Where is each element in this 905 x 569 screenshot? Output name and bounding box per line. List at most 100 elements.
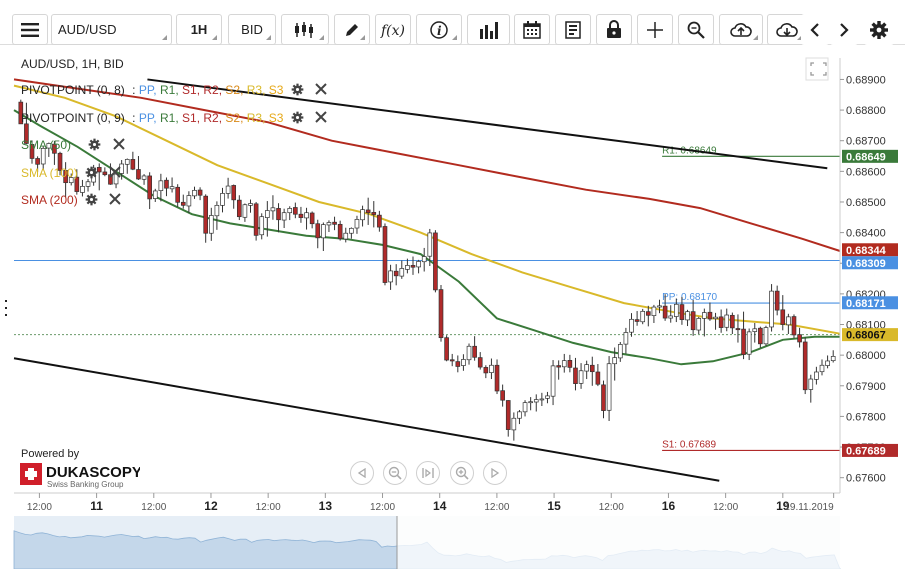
candle-body: [830, 356, 836, 362]
scroll-left-button[interactable]: [801, 14, 829, 45]
legend-pivot-2: PIVOTPOINT (0, 9) : PP, R1, S1, R2, S2, …: [21, 111, 327, 125]
pivot-2-settings-gear-icon[interactable]: [291, 111, 304, 124]
sma-200-remove-close-icon[interactable]: [109, 193, 122, 205]
candle-body: [410, 265, 416, 268]
zoom-button[interactable]: [678, 14, 714, 45]
resize-handle[interactable]: [5, 300, 9, 316]
crosshair-button[interactable]: [637, 14, 673, 45]
candle-body: [108, 174, 113, 185]
candle-body: [231, 185, 237, 201]
candle: [556, 360, 561, 380]
document-icon: [565, 20, 581, 39]
candle: [780, 295, 786, 331]
price-tag: 0.68309: [842, 256, 898, 270]
pan-left-button[interactable]: [350, 461, 374, 485]
candle-body: [674, 303, 679, 317]
candle-body: [629, 318, 634, 333]
sma-100-settings-gear-icon[interactable]: [85, 166, 98, 179]
pivot-1-name: PIVOTPOINT (0, 8): [21, 83, 125, 97]
y-tick-label: 0.68700: [846, 136, 886, 148]
candle: [270, 195, 276, 220]
candle: [371, 201, 377, 228]
report-button[interactable]: [555, 14, 591, 45]
indicators-button[interactable]: f(x): [375, 14, 411, 45]
candle-body: [399, 268, 405, 277]
candle: [741, 311, 746, 360]
candle: [332, 216, 337, 231]
x-time-label: 12:00: [27, 502, 52, 513]
zoom-in-button[interactable]: [450, 461, 474, 485]
sma-50-remove-close-icon[interactable]: [112, 138, 125, 150]
candle-body: [466, 345, 472, 361]
draw-button[interactable]: [334, 14, 370, 45]
fullscreen-button[interactable]: [805, 57, 829, 81]
legend-sma-50: SMA (50): [21, 138, 125, 152]
price-type-select[interactable]: BID: [228, 14, 276, 45]
candle: [337, 220, 343, 241]
pivot-2-r3: R3,: [246, 111, 266, 125]
scroll-right-button[interactable]: [830, 14, 858, 45]
candle-body: [382, 226, 388, 283]
candle-body: [511, 417, 517, 431]
zoom-out-button[interactable]: [383, 461, 407, 485]
candle: [595, 364, 601, 387]
candle-body: [774, 290, 780, 311]
candle: [349, 227, 354, 239]
candle-body: [265, 210, 270, 218]
upload-button[interactable]: [719, 14, 763, 45]
candle: [645, 305, 651, 327]
pan-right-button[interactable]: [483, 461, 507, 485]
candle-body: [74, 176, 80, 192]
pivot-1-settings-gear-icon[interactable]: [291, 83, 304, 96]
candle-body: [214, 204, 220, 217]
candle-body: [321, 224, 326, 239]
candle-body: [763, 327, 769, 345]
candle-body: [158, 180, 164, 191]
sma-50-settings-gear-icon[interactable]: [88, 138, 101, 151]
menu-button[interactable]: [12, 14, 48, 45]
calendar-icon: [523, 20, 541, 39]
candle-body: [685, 311, 690, 321]
zoom-in-icon: [455, 466, 469, 480]
channel-lower-line: [13, 357, 720, 482]
reset-zoom-button[interactable]: [416, 461, 440, 485]
candle: [354, 215, 360, 234]
volume-button[interactable]: [467, 14, 510, 45]
candle: [640, 308, 646, 325]
fit-icon: [422, 468, 434, 478]
sma-100-remove-close-icon[interactable]: [109, 166, 122, 178]
candle-body: [332, 221, 337, 225]
candle-body: [730, 314, 735, 329]
candle-body: [40, 148, 46, 165]
sma-200-line: [13, 78, 841, 252]
dukascopy-logo: DUKASCOPY Swiss Banking Group: [20, 463, 140, 489]
candle-body: [713, 316, 718, 320]
sma-200-settings-gear-icon[interactable]: [85, 193, 98, 206]
candle: [573, 357, 578, 391]
pivot-2-s3: S3: [268, 111, 284, 125]
calendar-button[interactable]: [514, 14, 550, 45]
candle: [601, 380, 606, 419]
candle: [455, 355, 461, 373]
x-time-label: 12:00: [713, 502, 738, 513]
plot-area[interactable]: [14, 58, 840, 493]
lock-button[interactable]: [596, 14, 632, 45]
pivot-2-r2: R2,: [203, 111, 223, 125]
interval-select[interactable]: 1H: [176, 14, 222, 45]
candle: [35, 156, 40, 172]
info-button[interactable]: i: [416, 14, 462, 45]
candle-body: [679, 304, 685, 320]
pivot-1-remove-close-icon[interactable]: [315, 83, 327, 95]
candle: [489, 358, 494, 380]
pivot-2-remove-close-icon[interactable]: [315, 111, 327, 123]
settings-button[interactable]: [864, 14, 894, 45]
candle-body: [746, 331, 752, 355]
candle-body: [236, 199, 242, 218]
candle: [713, 312, 718, 330]
price-tag: 0.68344: [842, 243, 898, 257]
candle-type-button[interactable]: [281, 14, 329, 45]
candle-body: [752, 328, 758, 332]
symbol-select[interactable]: AUD/USD: [51, 14, 172, 45]
candle-body: [718, 316, 724, 328]
